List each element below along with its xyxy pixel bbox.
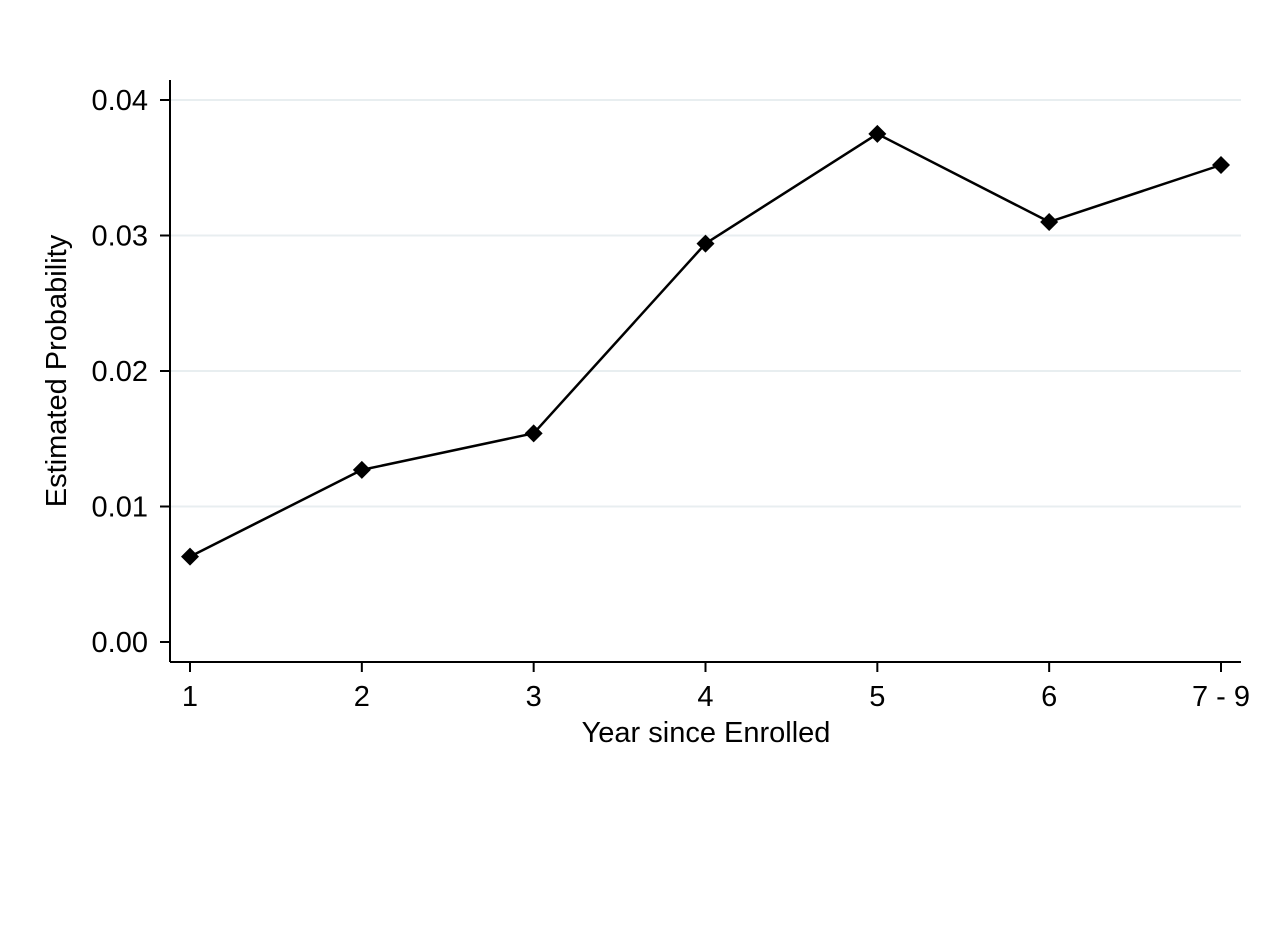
x-tick-label-4: 5: [869, 681, 885, 713]
y-axis-title: Estimated Probability: [41, 234, 73, 507]
data-point-6: [1212, 156, 1230, 175]
x-ticks: 1 2 3 4 5 6 7 - 9: [182, 662, 1250, 713]
data-point-0: [181, 547, 199, 566]
y-tick-label-1: 0.01: [92, 492, 148, 524]
x-tick-label-1: 2: [354, 681, 370, 713]
data-point-2: [524, 424, 543, 443]
data-point-1: [352, 460, 371, 479]
x-tick-label-3: 4: [697, 681, 713, 713]
x-axis-title: Year since Enrolled: [582, 717, 831, 749]
x-tick-label-2: 3: [526, 681, 542, 713]
y-ticks: 0.00 0.01 0.02 0.03 0.04: [92, 85, 170, 659]
gridlines: [171, 99, 1241, 508]
y-tick-label-2: 0.02: [92, 356, 148, 388]
series-line-0: [189, 132, 1222, 558]
data-point-4: [868, 124, 887, 143]
x-tick-label-6: 7 - 9: [1192, 681, 1250, 713]
y-tick-label-0: 0.00: [92, 627, 148, 659]
x-tick-label-0: 1: [182, 681, 198, 713]
series: [181, 124, 1230, 566]
data-point-5: [1040, 212, 1059, 231]
y-tick-label-4: 0.04: [92, 85, 148, 117]
data-point-3: [696, 234, 715, 253]
y-tick-label-3: 0.03: [92, 221, 148, 253]
x-tick-label-5: 6: [1041, 681, 1057, 713]
